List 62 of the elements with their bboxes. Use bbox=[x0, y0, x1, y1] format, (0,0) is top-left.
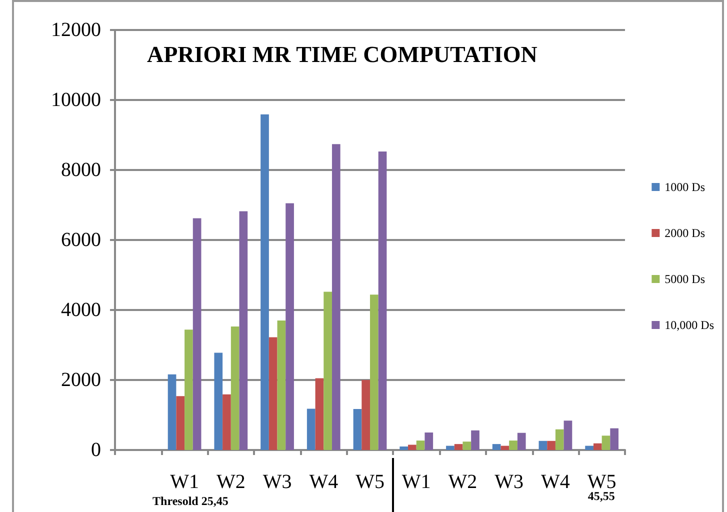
x-tick-label: W4 bbox=[309, 471, 338, 493]
bar bbox=[286, 203, 294, 450]
bar bbox=[500, 446, 510, 450]
bar bbox=[471, 430, 480, 450]
x-tick-label: W4 bbox=[541, 471, 570, 493]
y-tick-label: 8000 bbox=[61, 159, 101, 181]
bar bbox=[593, 443, 602, 450]
bar bbox=[214, 352, 223, 450]
bar bbox=[230, 326, 240, 450]
bar bbox=[332, 144, 340, 450]
y-tick-label: 10000 bbox=[51, 89, 101, 111]
bar bbox=[277, 320, 286, 450]
bar bbox=[416, 440, 425, 450]
bar bbox=[192, 218, 202, 450]
bar bbox=[547, 440, 556, 450]
bar bbox=[176, 396, 185, 450]
bar bbox=[222, 394, 231, 450]
bar bbox=[315, 378, 324, 450]
y-tick-label: 2000 bbox=[61, 369, 101, 391]
bar bbox=[239, 211, 248, 450]
bar bbox=[538, 440, 548, 450]
y-tick-label: 0 bbox=[91, 439, 101, 461]
bar bbox=[362, 380, 370, 450]
x-tick-label: W1 bbox=[170, 471, 199, 493]
bar bbox=[168, 374, 176, 450]
bar bbox=[324, 292, 332, 450]
bar bbox=[260, 114, 269, 450]
legend-label: 1000 Ds bbox=[664, 180, 706, 194]
bar bbox=[492, 444, 501, 450]
bar bbox=[517, 432, 526, 450]
bar bbox=[564, 420, 572, 450]
bar bbox=[306, 408, 316, 450]
bar bbox=[378, 151, 387, 450]
bar bbox=[602, 436, 610, 450]
bar bbox=[585, 446, 594, 450]
bar bbox=[555, 429, 564, 450]
bar bbox=[454, 444, 463, 450]
x-tick-label: W2 bbox=[216, 471, 246, 493]
y-tick-label: 4000 bbox=[61, 299, 101, 321]
bar bbox=[424, 432, 434, 450]
x-tick-label: W5 bbox=[356, 471, 384, 493]
bar bbox=[268, 337, 278, 450]
bar bbox=[408, 444, 416, 450]
x-tick-label: W2 bbox=[448, 471, 478, 493]
bar bbox=[462, 442, 472, 450]
legend-label: 2000 Ds bbox=[664, 226, 706, 240]
y-tick-label: 12000 bbox=[51, 19, 101, 41]
y-tick-label: 6000 bbox=[61, 229, 101, 251]
x-tick-label: W3 bbox=[494, 471, 524, 493]
bar bbox=[509, 440, 518, 450]
bar bbox=[353, 409, 362, 450]
bar bbox=[400, 446, 408, 450]
bar bbox=[446, 446, 454, 450]
legend-label: 5000 Ds bbox=[664, 272, 706, 286]
bar bbox=[184, 330, 193, 450]
text: Thresold 25,45 bbox=[152, 494, 228, 508]
text: APRIORI MR TIME COMPUTATION bbox=[147, 42, 538, 67]
bar bbox=[370, 294, 378, 450]
x-tick-label: W1 bbox=[402, 471, 431, 493]
legend-label: 10,000 Ds bbox=[664, 318, 714, 332]
x-tick-label: W3 bbox=[262, 471, 292, 493]
bar bbox=[610, 428, 619, 450]
